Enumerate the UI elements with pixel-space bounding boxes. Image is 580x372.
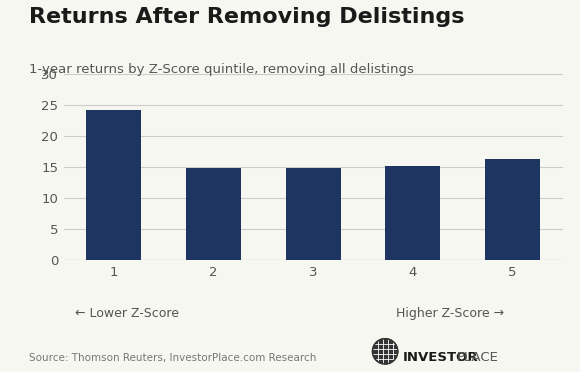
- Text: ← Lower Z-Score: ← Lower Z-Score: [75, 307, 179, 320]
- Bar: [86, 110, 142, 260]
- Bar: [186, 168, 241, 260]
- Text: Higher Z-Score →: Higher Z-Score →: [397, 307, 505, 320]
- Bar: [485, 159, 540, 260]
- Bar: [286, 168, 340, 260]
- Circle shape: [372, 339, 398, 364]
- Bar: [386, 166, 440, 260]
- Text: PLACE: PLACE: [456, 352, 498, 364]
- Text: Returns After Removing Delistings: Returns After Removing Delistings: [29, 7, 465, 28]
- Text: Source: Thomson Reuters, InvestorPlace.com Research: Source: Thomson Reuters, InvestorPlace.c…: [29, 353, 316, 363]
- Text: INVESTOR: INVESTOR: [403, 352, 478, 364]
- Text: 1-year returns by Z-Score quintile, removing all delistings: 1-year returns by Z-Score quintile, remo…: [29, 63, 414, 76]
